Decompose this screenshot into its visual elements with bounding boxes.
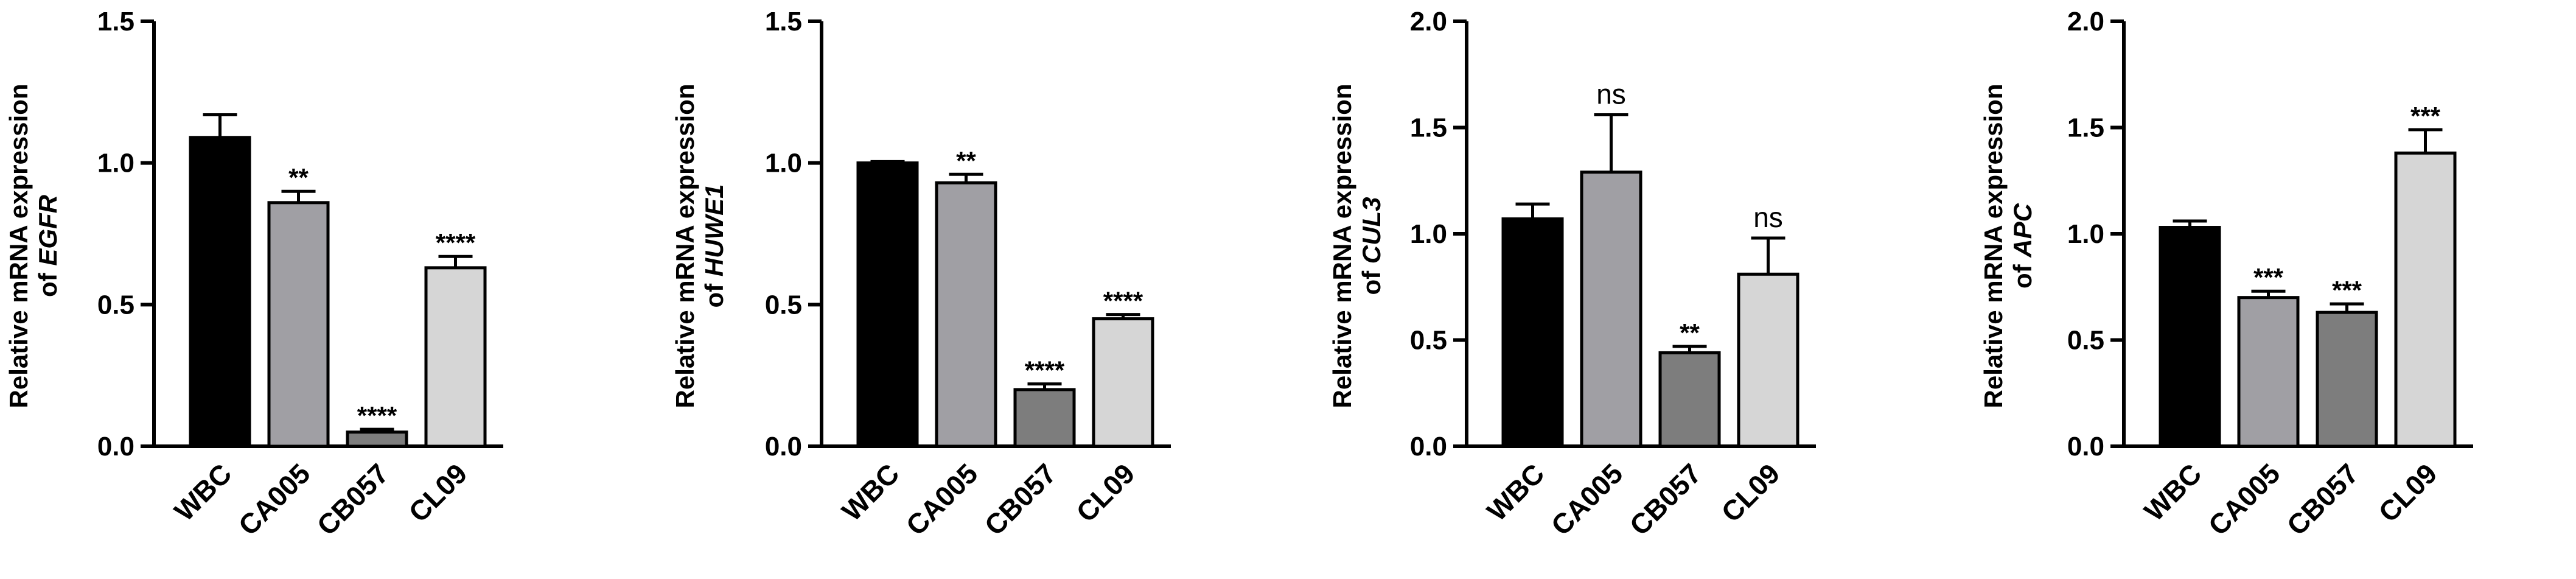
bar-wbc (1501, 217, 1564, 448)
y-tick-label: 0.0 (97, 432, 134, 461)
bar-cb057 (1658, 351, 1721, 448)
y-axis-label-line2: of CUL3 (1357, 197, 1386, 295)
y-axis-label-line2: of EGFR (33, 194, 62, 297)
significance-label-ca005: ** (956, 146, 976, 175)
y-tick-label: 0.5 (1410, 326, 1447, 356)
category-label-ca005: CA005 (232, 457, 316, 541)
category-label-cb057: CB057 (2281, 457, 2365, 541)
category-label-wbc: WBC (168, 457, 237, 527)
chart-panel-cul3: 0.0 0.5 1.0 1.5 2.0 Relative mRNA expressiono… (1328, 7, 1816, 541)
category-label-cl09: CL09 (1070, 457, 1140, 528)
category-label-cb057: CB057 (311, 457, 395, 541)
bar-ca005 (935, 181, 997, 448)
y-axis-label-line2: of APC (2008, 203, 2037, 289)
y-axis-label: Relative mRNA expressionof HUWE1 (671, 84, 728, 409)
significance-label-cb057: **** (1025, 356, 1065, 385)
y-tick-label: 0.5 (2067, 326, 2104, 356)
chart-panel-huwe1: 0.0 0.5 1.0 1.5 Relative mRNA expressionof H… (671, 7, 1171, 541)
y-tick-label: 0.0 (1410, 432, 1447, 461)
significance-label-cb057: **** (357, 401, 397, 430)
category-label-cl09: CL09 (402, 457, 473, 528)
bar-ca005 (1580, 170, 1642, 448)
bar-cb057 (2316, 311, 2378, 448)
significance-label-cl09: ns (1753, 202, 1783, 233)
y-axis-label-line1: Relative mRNA expression (4, 84, 33, 409)
bar-ca005 (267, 201, 330, 448)
bar-wbc (2159, 226, 2221, 448)
significance-label-cb057: ** (1680, 318, 1700, 347)
y-tick-label: 0.5 (765, 290, 802, 320)
category-label-wbc: WBC (1481, 457, 1550, 527)
category-label-ca005: CA005 (1545, 457, 1629, 541)
y-tick-label: 0.0 (765, 432, 802, 461)
y-tick-label: 1.5 (765, 7, 802, 37)
category-label-cl09: CL09 (1715, 457, 1785, 528)
significance-label-cl09: *** (2410, 102, 2441, 130)
y-axis-label: Relative mRNA expressionof CUL3 (1328, 84, 1386, 409)
category-label-wbc: WBC (836, 457, 905, 527)
y-tick-label: 1.5 (2067, 113, 2104, 143)
y-tick-label: 1.0 (1410, 219, 1447, 249)
significance-label-cb057: *** (2332, 276, 2362, 304)
bar-cl09 (424, 266, 487, 448)
y-axis-label-line1: Relative mRNA expression (1328, 84, 1356, 409)
bar-cl09 (1737, 272, 1799, 448)
y-tick-label: 1.0 (765, 149, 802, 178)
category-label-cb057: CB057 (1624, 457, 1708, 541)
significance-label-ca005: ** (288, 163, 309, 192)
significance-label-ca005: *** (2253, 263, 2284, 292)
y-axis-label-line2: of HUWE1 (700, 184, 728, 308)
bar-cb057 (346, 430, 408, 448)
significance-label-ca005: ns (1596, 79, 1626, 110)
y-tick-label: 1.0 (97, 149, 134, 178)
gene-name: HUWE1 (700, 184, 728, 277)
bar-wbc (856, 161, 919, 448)
gene-name: APC (2008, 203, 2037, 258)
category-label-ca005: CA005 (900, 457, 984, 541)
chart-panel-apc: 0.0 0.5 1.0 1.5 2.0 Relative mRNA expressiono… (1979, 7, 2473, 541)
significance-label-cl09: **** (1103, 287, 1143, 315)
bar-wbc (189, 136, 251, 448)
category-label-wbc: WBC (2138, 457, 2207, 527)
gene-name: CUL3 (1357, 197, 1386, 264)
y-tick-label: 0.0 (2067, 432, 2104, 461)
bar-ca005 (2237, 296, 2300, 448)
category-label-cl09: CL09 (2372, 457, 2443, 528)
chart-panel-egfr: 0.0 0.5 1.0 1.5 Relative mRNA expressionof E… (4, 7, 503, 541)
y-tick-label: 1.5 (1410, 113, 1447, 143)
y-tick-label: 2.0 (1410, 7, 1447, 37)
y-axis-label-line1: Relative mRNA expression (1979, 84, 2008, 409)
category-label-ca005: CA005 (2202, 457, 2286, 541)
bar-cb057 (1013, 388, 1076, 448)
gene-name: EGFR (33, 194, 62, 265)
category-label-cb057: CB057 (979, 457, 1063, 541)
y-tick-label: 1.5 (97, 7, 134, 37)
bar-cl09 (2394, 151, 2457, 448)
y-tick-label: 0.5 (97, 290, 134, 320)
y-axis-label: Relative mRNA expressionof EGFR (4, 84, 62, 409)
bar-cl09 (1092, 317, 1154, 448)
significance-label-cl09: **** (436, 228, 476, 257)
y-tick-label: 2.0 (2067, 7, 2104, 37)
y-axis-label-line1: Relative mRNA expression (671, 84, 699, 409)
y-axis-label: Relative mRNA expressionof APC (1979, 84, 2037, 409)
y-tick-label: 1.0 (2067, 219, 2104, 249)
